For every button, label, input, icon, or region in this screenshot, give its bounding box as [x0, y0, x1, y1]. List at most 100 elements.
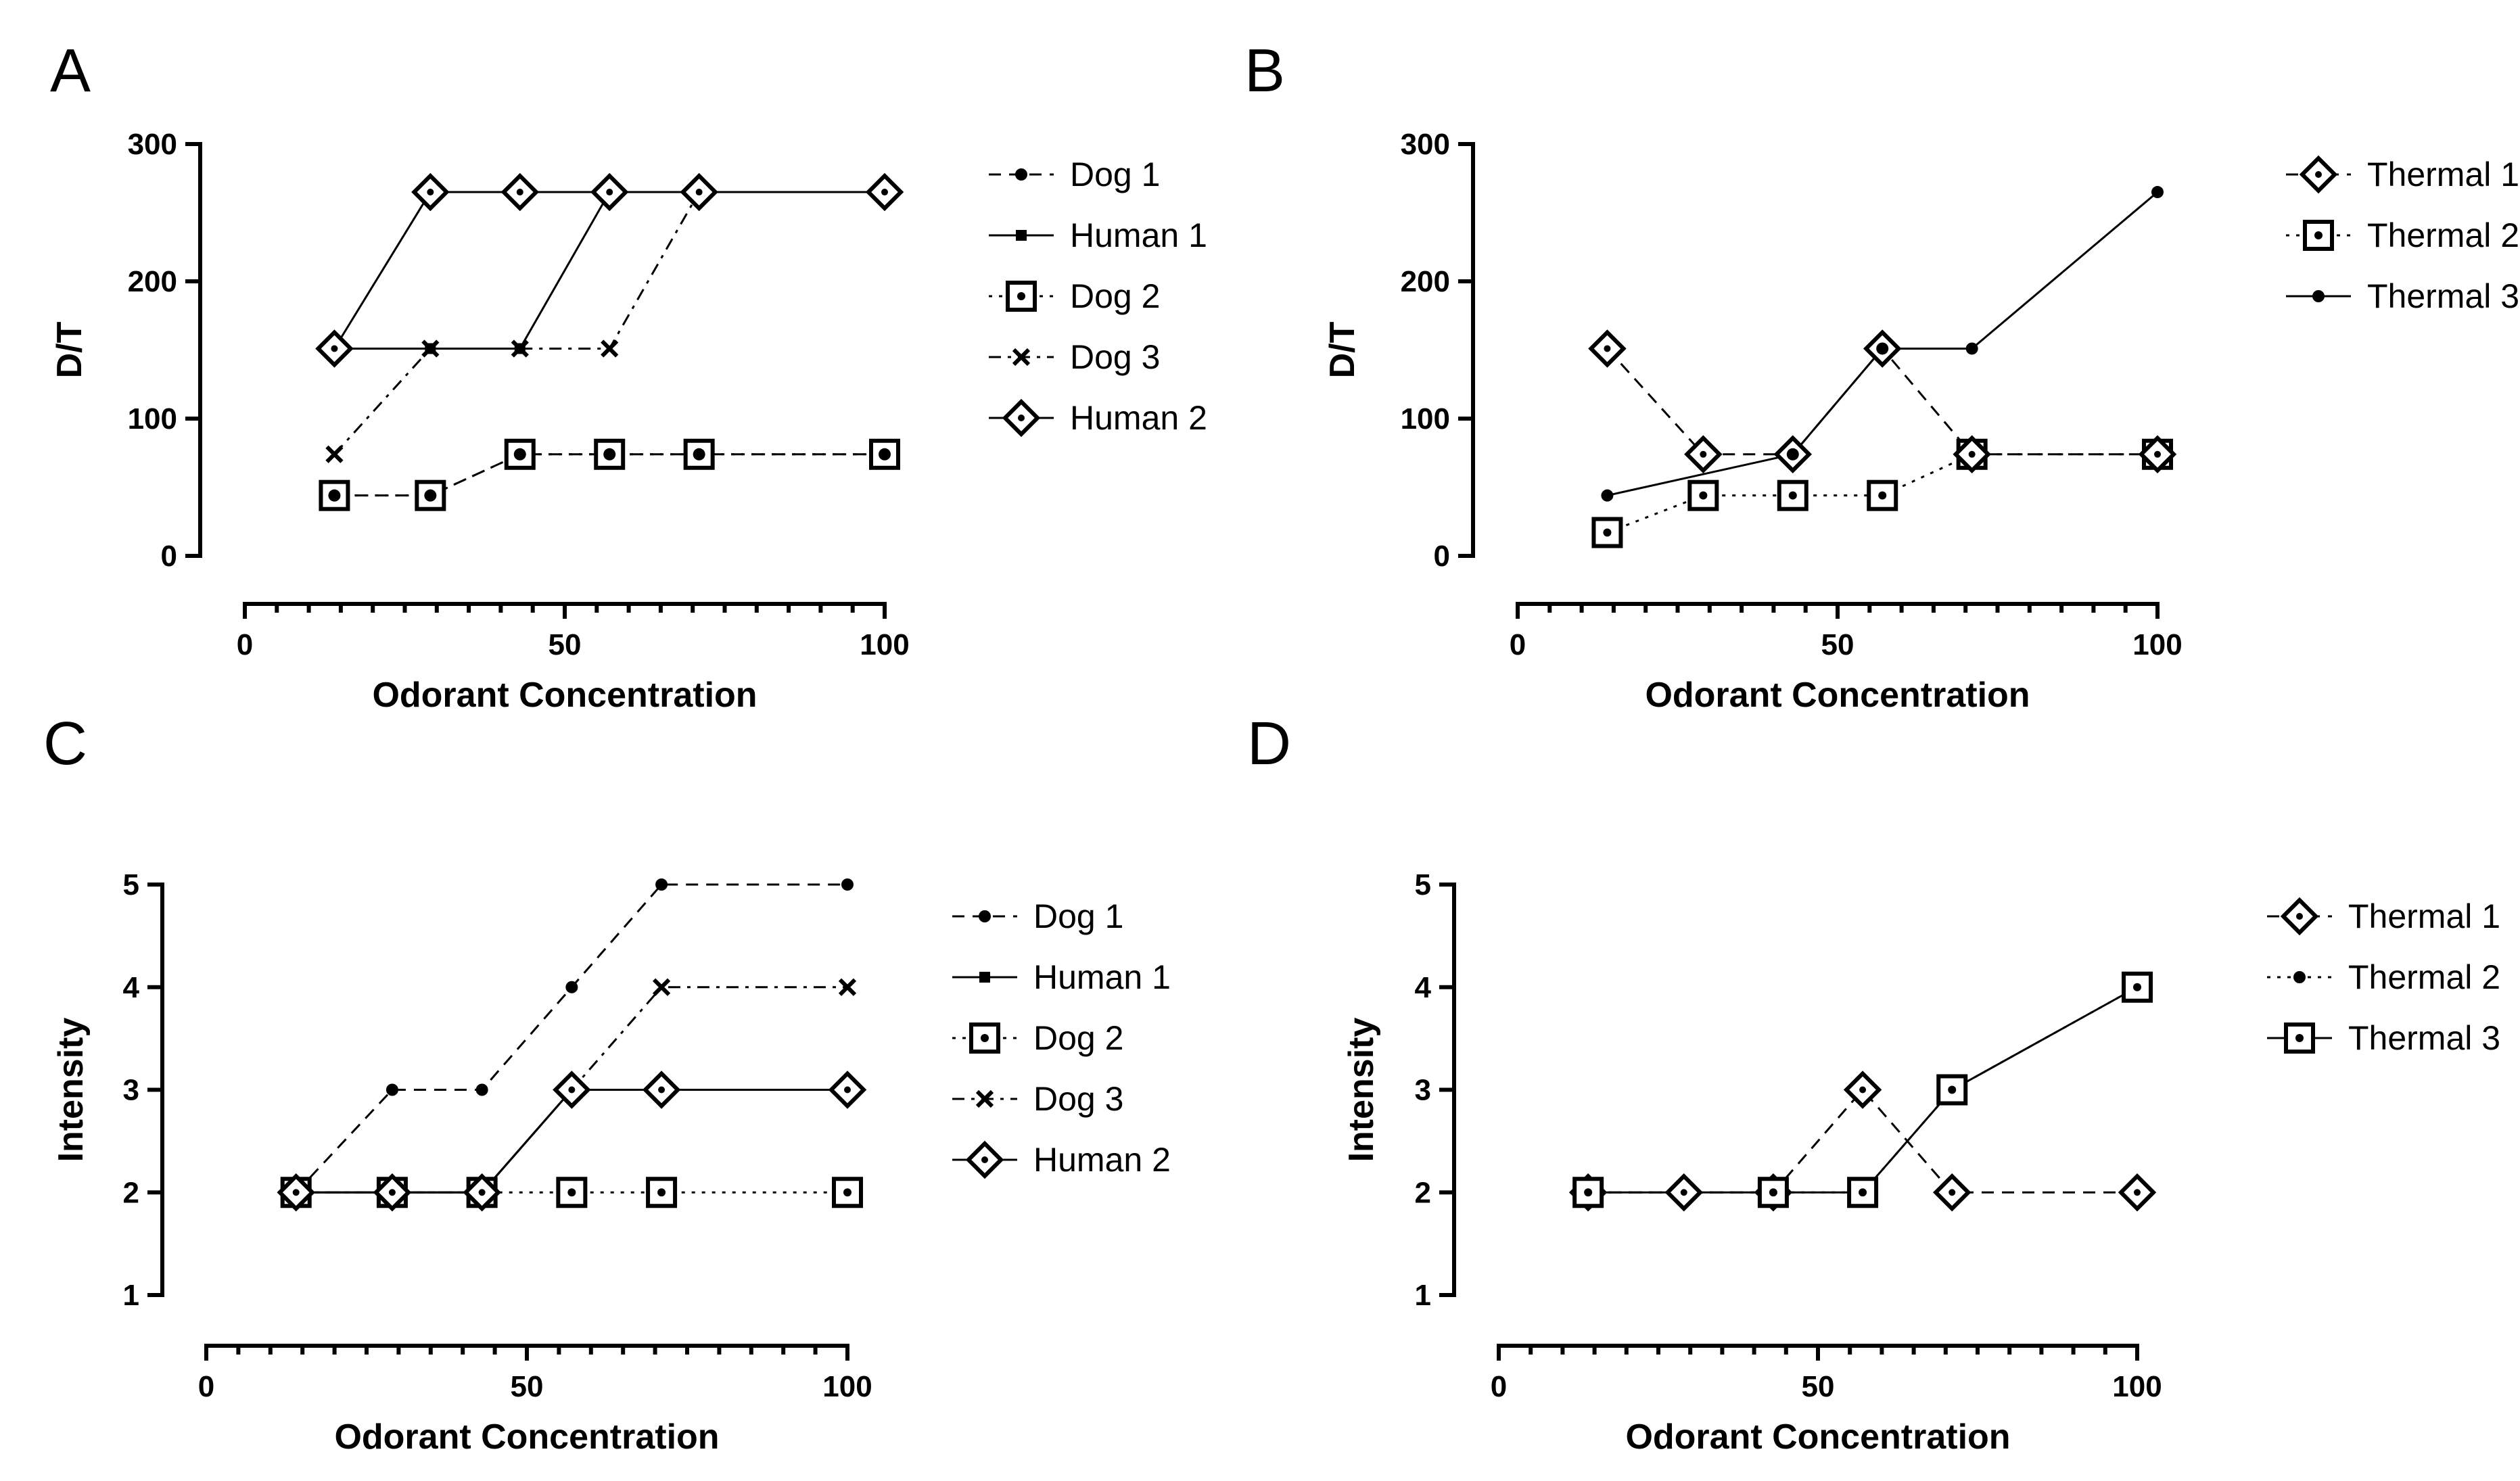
panel-a-legend-label-0: Dog 1	[1070, 156, 1160, 193]
panel-a-legend-label-1: Human 1	[1070, 216, 1207, 254]
panel-c-series-2-point-center	[843, 1188, 851, 1197]
panel-b-series-1-point	[1777, 479, 1809, 511]
panel-c-x-axis-title: Odorant Concentration	[334, 1417, 719, 1457]
panel-b-y-tick-label: 200	[1401, 265, 1450, 298]
panel-d-x-tick-label: 100	[2112, 1370, 2162, 1403]
panel-a-series-4-point-center	[606, 189, 613, 196]
panel-b-series-1-point-center	[1603, 528, 1612, 537]
panel-d-legend-label-2: Thermal 3	[2348, 1019, 2500, 1057]
panel-b-legend-label-2: Thermal 3	[2367, 277, 2519, 315]
panel-c: C 1 2 3 4 5 Intensity 0 50 100 Odorant Concentrati…	[43, 710, 1171, 1457]
panel-c-y-axis-title: Intensity	[51, 1018, 91, 1162]
panel-a-y-tick-label: 300	[128, 128, 177, 161]
panel-b-y-axis-title: D/T	[1323, 321, 1362, 378]
panel-c-legend-label-4: Human 2	[1033, 1141, 1171, 1179]
panel-c-series-4-point-center	[568, 1086, 576, 1094]
panel-d-series-2-point-center	[1948, 1085, 1957, 1094]
panel-c-y-tick-label: 2	[123, 1176, 139, 1209]
panel-a-series-0-point	[603, 448, 616, 461]
panel-d-series-0-point-center	[1859, 1086, 1867, 1094]
panel-a-series-4-point-center	[695, 189, 703, 196]
panel-c-series-4-point-center	[478, 1189, 486, 1196]
panel-d-legend-label-0: Thermal 1	[2348, 897, 2500, 935]
panel-c-series-0-point	[475, 1083, 488, 1096]
panel-b-series-2-point	[1786, 448, 1799, 461]
panel-c-legend-marker-3	[975, 1089, 994, 1108]
panel-b-series-1-point-center	[1788, 491, 1797, 500]
panel-d-y-tick-label: 1	[1415, 1279, 1431, 1312]
panel-d-series-line-0	[1588, 1088, 2137, 1194]
panel-b-series-2-point	[1601, 489, 1614, 502]
panel-a-series-3-point	[601, 339, 619, 358]
panel-a-legend-marker-2-center	[1017, 292, 1025, 300]
panel-a-legend-marker-3	[1012, 348, 1031, 367]
panel-a-series-4-point-center	[331, 345, 338, 352]
panel-d-x-axis-title: Odorant Concentration	[1625, 1417, 2010, 1457]
panel-b-series-0-point-center	[1968, 450, 1976, 458]
panel-c-letter: C	[43, 710, 87, 778]
panel-b-y-tick-label: 300	[1401, 128, 1450, 161]
panel-a-legend-marker-4-center	[1018, 415, 1025, 421]
panel-b-legend-marker-2	[2312, 290, 2325, 302]
panel-a-y-tick-label: 0	[161, 540, 177, 573]
panel-c-x-tick-label: 50	[511, 1370, 544, 1403]
panel-a-series-line-3	[333, 191, 885, 455]
panel-a-legend-label-2: Dog 2	[1070, 277, 1160, 315]
panel-a-series-1-point	[514, 343, 526, 354]
panel-a-series-0-point	[693, 448, 705, 461]
panel-a-x-tick-label: 0	[237, 628, 253, 661]
panel-b-series-2-point	[2151, 186, 2164, 199]
panel-a-series-0-point	[879, 448, 891, 461]
panel-b-series-1-point-center	[1699, 491, 1708, 500]
panel-c-series-0-point	[841, 878, 854, 891]
panel-c-y-tick-label: 1	[123, 1279, 139, 1312]
panel-a-series-4-point-center	[427, 189, 434, 196]
panel-a-y-tick-label: 200	[128, 265, 177, 298]
panel-b-legend-marker-1-center	[2314, 231, 2323, 239]
panel-c-legend-label-2: Dog 2	[1033, 1019, 1123, 1057]
panel-c-y-tick-label: 5	[123, 868, 139, 901]
panel-d: D 1 2 3 4 5 Intensity 0 50 100 Odorant Concentrati…	[1247, 710, 2500, 1457]
panel-c-series-3-point	[652, 978, 671, 996]
panel-d-series-2-point-center	[1769, 1188, 1777, 1197]
panel-d-legend-label-1: Thermal 2	[2348, 958, 2500, 996]
panel-b-letter: B	[1244, 37, 1285, 105]
panel-c-x-tick-label: 100	[822, 1370, 872, 1403]
panel-d-y-tick-label: 5	[1415, 868, 1431, 901]
panel-a-letter: A	[50, 37, 91, 105]
panel-b-x-axis-title: Odorant Concentration	[1645, 676, 2030, 715]
panel-d-series-0-point-center	[2134, 1189, 2141, 1196]
panel-a-y-axis-title: D/T	[50, 321, 89, 378]
panel-c-series-0-point	[565, 981, 578, 993]
panel-b-y-tick-label: 100	[1401, 402, 1450, 436]
panel-b-x-tick-label: 0	[1510, 628, 1526, 661]
panel-a-y-tick-label: 100	[128, 402, 177, 436]
panel-b: B 0 100 200 300 D/T 0 50 100 Odorant Concentratio…	[1244, 37, 2519, 715]
panel-d-series-2-point-center	[2133, 983, 2141, 991]
panel-c-series-2-point-center	[657, 1188, 666, 1197]
panel-d-legend-marker-2-center	[2295, 1034, 2304, 1042]
panel-c-y-tick-label: 4	[123, 971, 140, 1004]
panel-d-legend-marker-2	[2284, 1022, 2315, 1054]
panel-a-series-4-point-center	[516, 189, 523, 196]
panel-b-series-0-point-center	[1604, 345, 1611, 352]
panel-c-legend-marker-0	[979, 910, 991, 922]
panel-c-series-4-point-center	[292, 1189, 300, 1196]
panel-a: A 0 100 200 300 D/T 0 50 100 Odorant Concentratio…	[50, 37, 1207, 715]
panel-a-x-axis-title: Odorant Concentration	[372, 676, 757, 715]
panel-c-series-2-point-center	[567, 1188, 576, 1197]
panel-a-series-line-4	[333, 191, 885, 350]
panel-c-legend-marker-4-center	[981, 1156, 988, 1163]
panel-c-legend-marker-2-center	[981, 1034, 989, 1042]
panel-b-series-2-point	[1876, 342, 1889, 355]
panel-a-x-tick-label: 100	[860, 628, 909, 661]
panel-d-y-axis-title: Intensity	[1342, 1018, 1381, 1162]
panel-d-letter: D	[1247, 710, 1291, 778]
panel-b-x-tick-label: 100	[2132, 628, 2182, 661]
panel-d-series-0-point-center	[1949, 1189, 1956, 1196]
panel-b-x-tick-label: 50	[1821, 628, 1854, 661]
panel-b-y-tick-label: 0	[1434, 540, 1450, 573]
panel-d-y-tick-label: 4	[1415, 971, 1432, 1004]
panel-b-series-1-point-center	[1878, 491, 1887, 500]
